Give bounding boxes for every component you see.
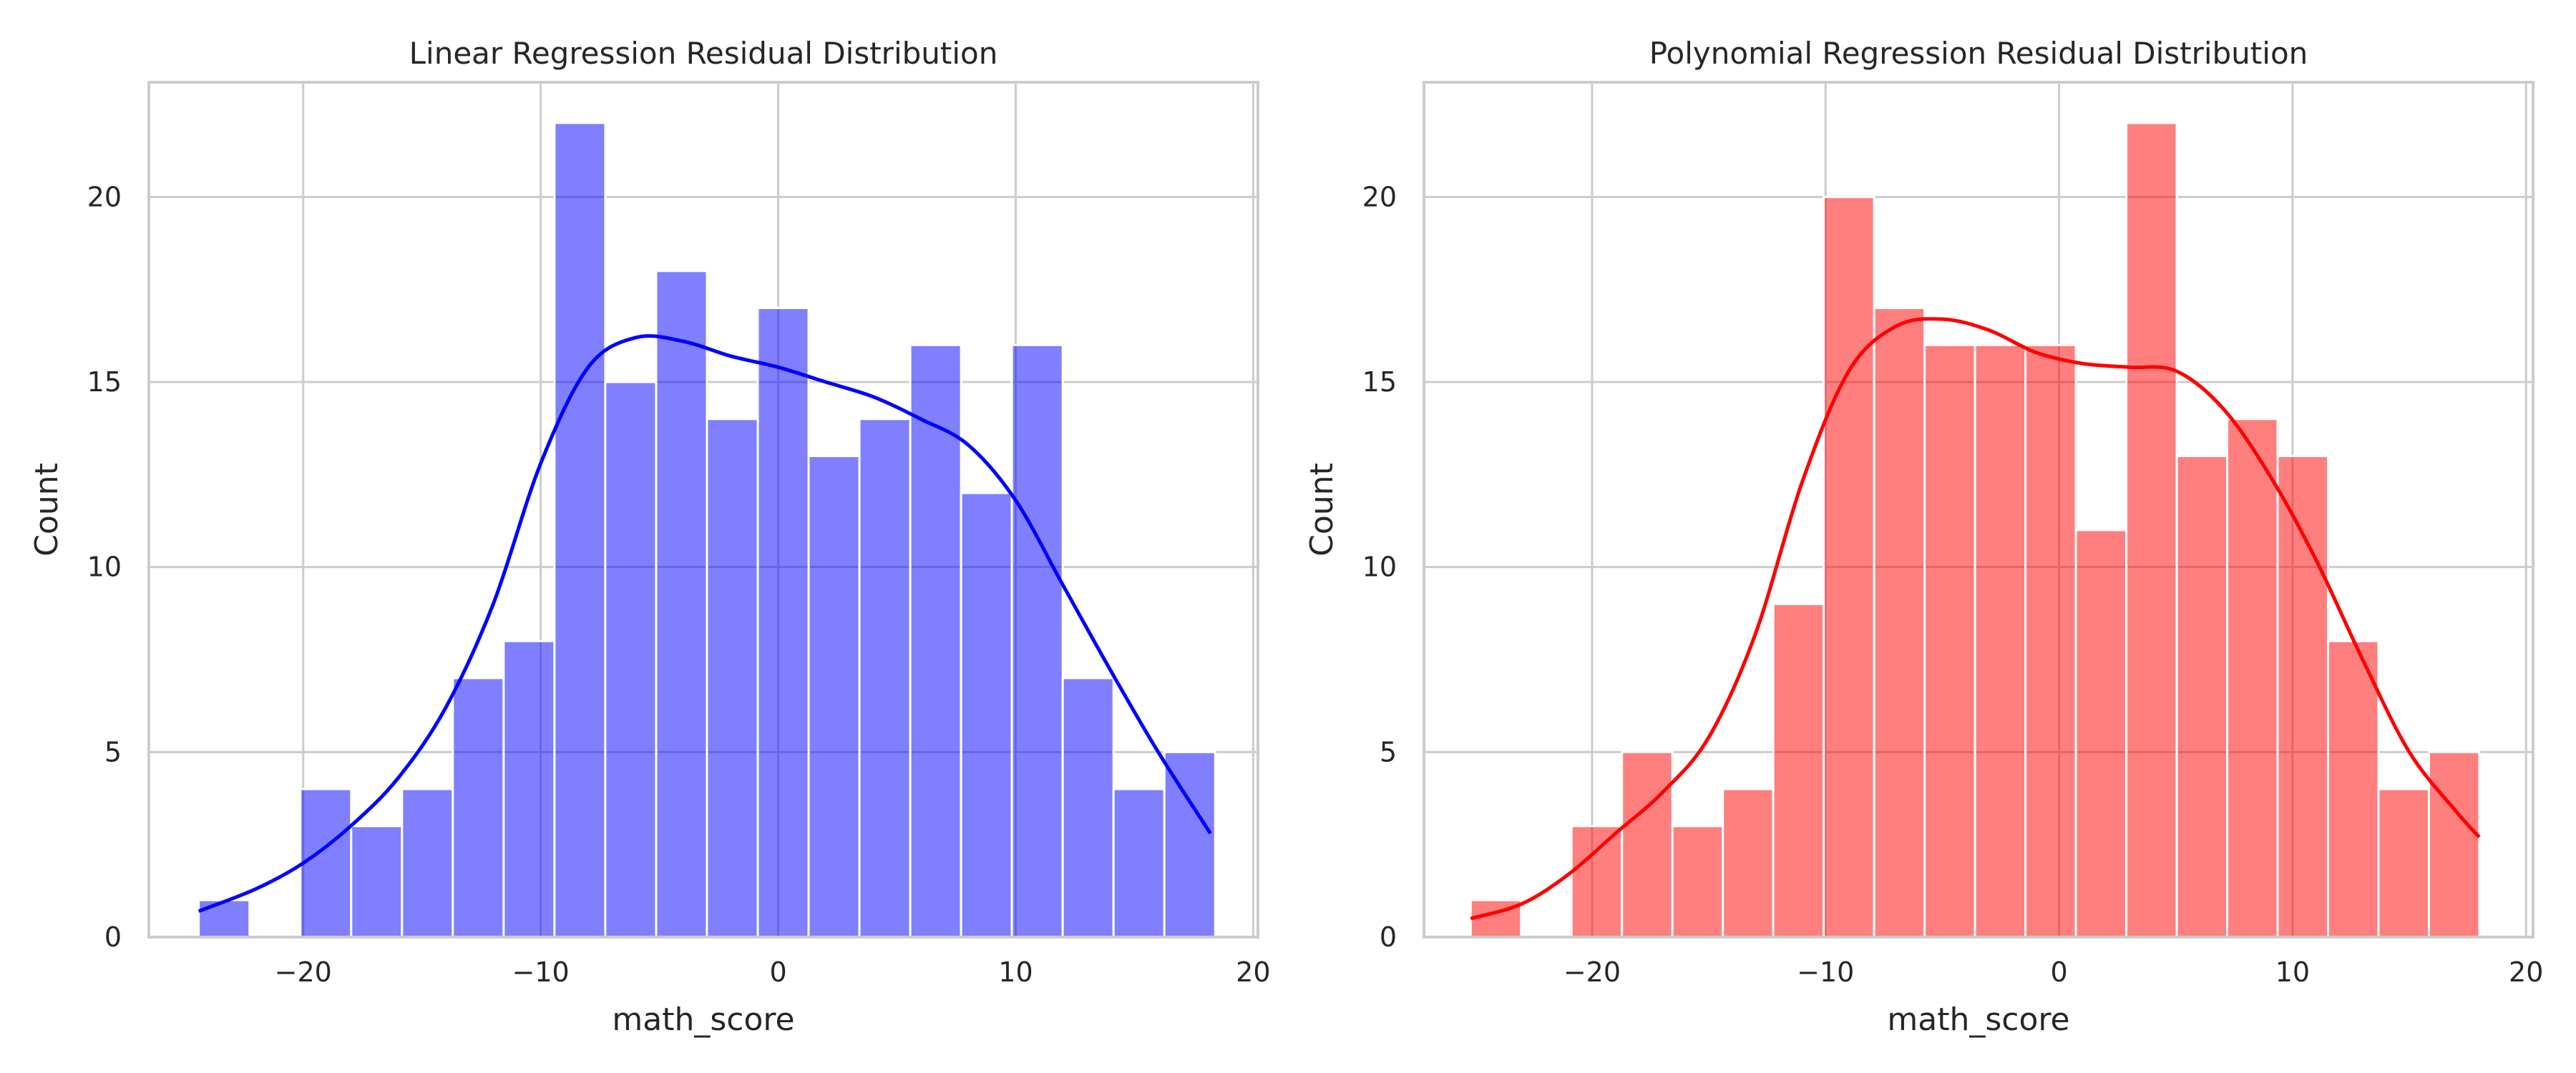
histogram-bar <box>1974 343 2027 939</box>
histogram-bar <box>807 454 861 939</box>
histogram-bar <box>1671 825 1724 939</box>
plot-frame <box>147 81 1259 939</box>
histogram-bar <box>756 307 810 939</box>
y-tick-label: 0 <box>1380 921 1397 953</box>
y-axis-label: Count <box>29 463 65 557</box>
x-tick-label: 20 <box>1236 956 1270 988</box>
x-tick-label: 10 <box>998 956 1033 988</box>
histogram-bar <box>604 381 658 939</box>
histogram-bar <box>350 825 404 939</box>
y-tick-label: 5 <box>1380 736 1397 768</box>
x-tick-label: 10 <box>2275 956 2310 988</box>
y-tick-label: 20 <box>1362 181 1397 212</box>
histogram-bar <box>2125 122 2178 939</box>
histogram-bar <box>2276 454 2329 939</box>
x-tick-label: 20 <box>2509 956 2543 988</box>
histogram-bar <box>858 418 912 939</box>
x-axis-label: math_score <box>612 1001 794 1038</box>
y-tick-label: 15 <box>87 366 122 398</box>
x-tick-label: 0 <box>769 956 786 988</box>
histogram-bar <box>1923 343 1976 939</box>
histogram-bar <box>655 270 708 939</box>
y-tick-label: 20 <box>87 181 122 212</box>
histogram-bar <box>452 677 505 939</box>
x-axis-label: math_score <box>1887 1001 2069 1038</box>
kde-line <box>197 334 1212 913</box>
histogram-bar <box>2074 529 2128 939</box>
y-tick-label: 0 <box>104 921 122 953</box>
histogram-bar <box>197 898 251 939</box>
histogram-bar <box>706 418 759 939</box>
y-axis-label: Count <box>1304 463 1340 557</box>
histogram-bar <box>1772 602 1825 939</box>
histogram-bar <box>960 491 1013 939</box>
histogram-bar <box>1722 788 1775 939</box>
y-tick-label: 5 <box>104 736 122 768</box>
histogram-bar <box>1823 195 1875 939</box>
x-tick-label: −20 <box>1563 956 1621 988</box>
kde-line <box>1470 317 2481 921</box>
histogram-bar <box>299 788 353 939</box>
x-tick-label: 0 <box>2050 956 2067 988</box>
histogram-bar <box>2427 750 2481 939</box>
histogram-bar <box>553 122 607 939</box>
histogram-bar <box>1621 750 1674 939</box>
histogram-bar <box>1112 788 1166 939</box>
histogram-bar <box>401 788 454 939</box>
histogram-bar <box>1873 307 1926 939</box>
y-tick-label: 15 <box>1362 366 1397 398</box>
histogram-bar <box>1163 750 1216 939</box>
chart-title: Linear Regression Residual Distribution <box>409 36 998 71</box>
plot-frame <box>1423 81 2534 939</box>
histogram-bar <box>502 640 556 939</box>
histogram-bar <box>2326 640 2380 939</box>
chart-title: Polynomial Regression Residual Distribut… <box>1649 36 2308 71</box>
histogram-bar <box>2024 343 2077 939</box>
x-tick-label: −10 <box>512 956 570 988</box>
x-tick-label: −10 <box>1797 956 1854 988</box>
y-tick-label: 10 <box>87 552 122 583</box>
histogram-bar <box>2175 454 2229 939</box>
y-tick-label: 10 <box>1362 552 1397 583</box>
histogram-bar <box>2377 788 2430 939</box>
histogram-bar <box>1061 677 1115 939</box>
histogram-bar <box>2226 418 2279 939</box>
polynomial-residual-panel: −20 −10 0 10 20 0 5 10 15 20 Polynomial Regression… <box>1304 36 2543 1038</box>
histogram-bar <box>1570 825 1624 939</box>
histogram-bar <box>1010 343 1064 939</box>
x-tick-label: −20 <box>275 956 332 988</box>
linear-residual-panel: −20 −10 0 10 20 0 5 10 15 20 Linear Regression Res… <box>29 36 1271 1038</box>
